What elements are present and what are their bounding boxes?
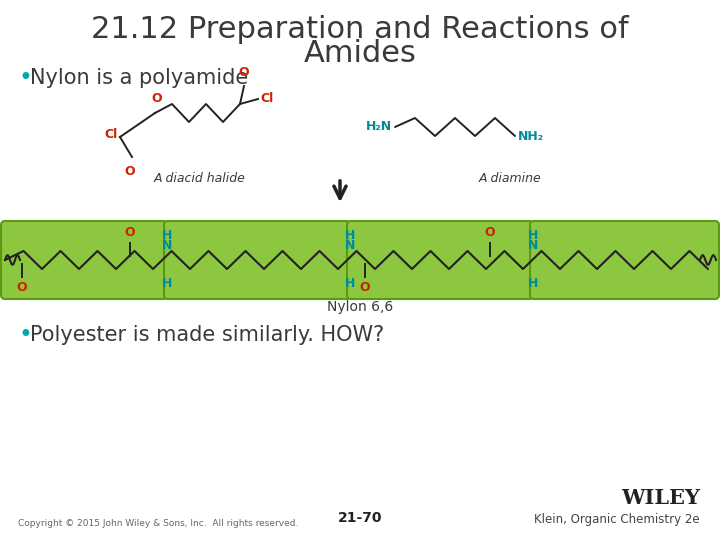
Text: O: O: [125, 226, 135, 239]
Text: O: O: [239, 66, 249, 79]
Text: N: N: [528, 239, 538, 252]
Text: H₂N: H₂N: [366, 120, 392, 133]
Text: H: H: [345, 229, 355, 242]
Text: Klein, Organic Chemistry 2e: Klein, Organic Chemistry 2e: [534, 513, 700, 526]
Text: H: H: [345, 277, 355, 290]
FancyBboxPatch shape: [530, 221, 719, 299]
Text: Polyester is made similarly. HOW?: Polyester is made similarly. HOW?: [30, 325, 384, 345]
Text: WILEY: WILEY: [621, 488, 700, 508]
Text: N: N: [345, 239, 355, 252]
Text: NH₂: NH₂: [518, 130, 544, 143]
Text: O: O: [485, 226, 495, 239]
Text: •: •: [18, 323, 32, 347]
FancyBboxPatch shape: [164, 221, 350, 299]
Text: 21-70: 21-70: [338, 511, 382, 525]
Text: H: H: [528, 229, 538, 242]
FancyBboxPatch shape: [1, 221, 167, 299]
Text: 21.12 Preparation and Reactions of: 21.12 Preparation and Reactions of: [91, 16, 629, 44]
Text: H: H: [162, 229, 172, 242]
Text: Cl: Cl: [260, 92, 274, 105]
Text: Cl: Cl: [104, 129, 118, 141]
Text: O: O: [17, 281, 27, 294]
Text: Nylon 6,6: Nylon 6,6: [327, 300, 393, 314]
Text: H: H: [162, 277, 172, 290]
Text: O: O: [125, 165, 135, 178]
Text: Amides: Amides: [304, 38, 416, 68]
Text: Nylon is a polyamide: Nylon is a polyamide: [30, 68, 248, 88]
Text: •: •: [18, 66, 32, 90]
Text: O: O: [152, 92, 162, 105]
Text: A diacid halide: A diacid halide: [154, 172, 246, 185]
FancyBboxPatch shape: [347, 221, 533, 299]
Text: H: H: [528, 277, 538, 290]
Text: A diamine: A diamine: [479, 172, 541, 185]
Text: N: N: [162, 239, 172, 252]
Text: Copyright © 2015 John Wiley & Sons, Inc.  All rights reserved.: Copyright © 2015 John Wiley & Sons, Inc.…: [18, 519, 298, 528]
Text: O: O: [360, 281, 370, 294]
